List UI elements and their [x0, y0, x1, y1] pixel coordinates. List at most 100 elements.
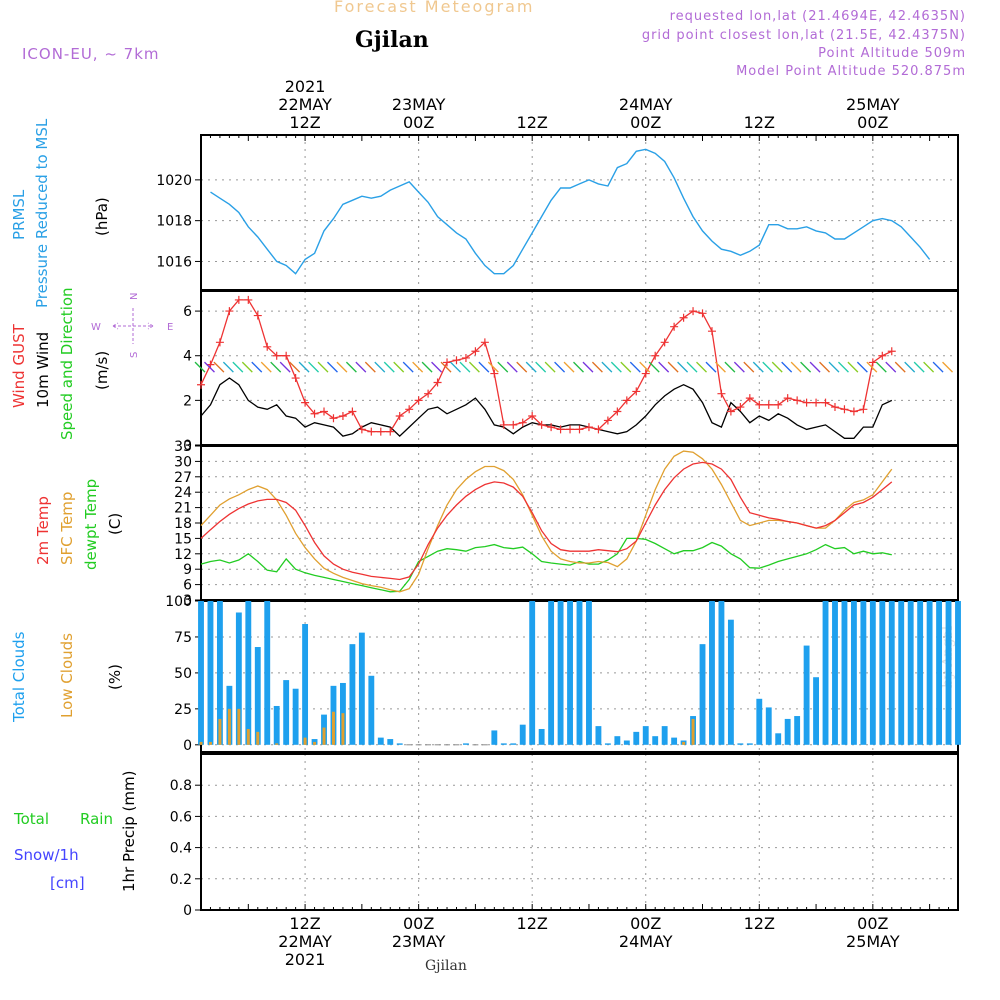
data-point-gust — [812, 398, 821, 407]
wind-direction-arrow — [591, 361, 603, 373]
data-point-gust — [859, 405, 868, 414]
wind-direction-arrow — [800, 361, 812, 373]
panel-frame — [200, 753, 959, 911]
data-point-gust — [537, 420, 546, 429]
bar-total-clouds — [548, 601, 555, 745]
wind-direction-arrow — [856, 361, 868, 373]
bar-total-clouds — [756, 698, 763, 745]
bar-total-clouds — [529, 601, 536, 745]
wind-direction-arrow — [667, 361, 679, 373]
y-tick-label: 100 — [165, 594, 192, 610]
time-label-bottom-year: 2021 — [285, 950, 326, 969]
bar-low-clouds — [256, 731, 260, 745]
bar-total-clouds — [235, 612, 242, 745]
bar-total-clouds — [784, 718, 791, 745]
y-tick-label: 1016 — [156, 254, 192, 270]
data-point-gust — [726, 407, 735, 416]
wind-direction-arrow — [696, 361, 707, 373]
y-tick-label: 18 — [174, 516, 192, 532]
time-label-top-hour: 12Z — [744, 113, 775, 132]
y-tick-label: 1018 — [156, 214, 192, 230]
wind-direction-arrow — [459, 361, 471, 373]
wind-direction-arrow — [289, 361, 301, 373]
data-point-gust — [452, 356, 461, 365]
panel-label-cm: [cm] — [50, 874, 85, 892]
time-label-top-hour: 00Z — [857, 113, 888, 132]
wind-direction-arrow — [781, 361, 793, 373]
point-altitude: Point Altitude 509m — [818, 46, 966, 61]
y-tick-label: 12 — [174, 547, 192, 563]
wind-direction-arrow — [241, 361, 253, 373]
panel-label-total: Total — [13, 810, 49, 828]
data-point-gust — [490, 369, 499, 378]
data-point-gust — [698, 309, 707, 318]
bar-total-clouds — [794, 716, 801, 745]
wind-direction-arrow — [828, 361, 840, 373]
wind-direction-arrow — [336, 361, 348, 373]
bar-total-clouds — [538, 728, 545, 745]
data-point-gust — [244, 295, 253, 304]
time-label-bottom-date: 25MAY — [846, 932, 900, 951]
data-point-gust — [443, 358, 452, 367]
time-label-top-date: 25MAY — [846, 95, 900, 114]
data-point-gust — [651, 351, 660, 360]
bar-total-clouds — [377, 737, 384, 745]
panel-ylabel-percent: (%) — [106, 664, 124, 690]
bar-total-clouds — [642, 726, 649, 745]
wind-direction-arrow — [733, 361, 745, 373]
grid-point-coords: grid point closest lon,lat (21.5E, 42.43… — [641, 28, 966, 43]
bar-total-clouds — [888, 601, 895, 745]
wind-direction-arrow — [752, 361, 764, 373]
data-point-gust — [215, 338, 224, 347]
wind-direction-arrow — [355, 361, 367, 373]
bar-total-clouds — [557, 601, 564, 745]
bar-total-clouds — [264, 601, 271, 745]
y-tick-label: 6 — [183, 304, 192, 320]
bar-low-clouds — [275, 743, 279, 745]
panel-4: 0 0.2 0.4 0.6 0.8 — [170, 753, 959, 919]
wind-direction-arrow — [364, 361, 376, 373]
bar-total-clouds — [519, 724, 526, 745]
bar-total-clouds — [709, 601, 715, 745]
bar-total-clouds — [567, 601, 573, 745]
data-point-gust — [225, 307, 234, 316]
wind-direction-arrow — [686, 361, 698, 373]
wind-direction-arrow — [279, 361, 291, 373]
panel-label-pressure: Pressure Reduced to MSL — [33, 118, 51, 308]
bar-total-clouds — [661, 726, 668, 745]
bar-total-clouds — [595, 726, 602, 745]
compass-south: S — [129, 352, 140, 358]
y-tick-label: 4 — [183, 349, 192, 365]
data-point-gust — [310, 409, 319, 418]
compass-north: N — [129, 293, 140, 300]
data-point-gust — [547, 423, 556, 432]
wind-direction-arrow — [535, 361, 547, 373]
data-point-gust — [291, 374, 300, 383]
time-label-bottom-date: 23MAY — [392, 932, 446, 951]
time-label-bottom-date: 24MAY — [619, 932, 673, 951]
bar-total-clouds — [576, 601, 583, 745]
bar-total-clouds — [803, 645, 810, 745]
wind-direction-arrow — [885, 361, 897, 373]
data-point-gust — [755, 400, 764, 409]
panel-ylabel-ms: (m/s) — [93, 351, 111, 390]
bar-total-clouds — [491, 730, 498, 745]
wind-direction-arrow — [554, 361, 566, 373]
data-point-gust — [689, 307, 698, 316]
bar-total-clouds — [727, 619, 734, 745]
bar-total-clouds — [841, 601, 848, 745]
time-label-bottom-hour: 12Z — [289, 914, 320, 933]
data-point-gust — [253, 311, 262, 320]
data-point-gust — [783, 394, 792, 403]
data-point-gust — [197, 380, 205, 389]
data-point-gust — [395, 411, 404, 420]
wind-direction-arrow — [639, 361, 651, 373]
y-tick-label: 6 — [183, 578, 192, 594]
wind-direction-arrow — [317, 361, 329, 373]
y-tick-label: 50 — [174, 666, 192, 682]
data-point-gust — [528, 411, 537, 420]
footer-location: Gjilan — [425, 958, 467, 974]
time-label-bottom-hour: 00Z — [630, 914, 661, 933]
wind-direction-arrow — [478, 361, 490, 373]
y-tick-label: 1020 — [156, 173, 192, 189]
